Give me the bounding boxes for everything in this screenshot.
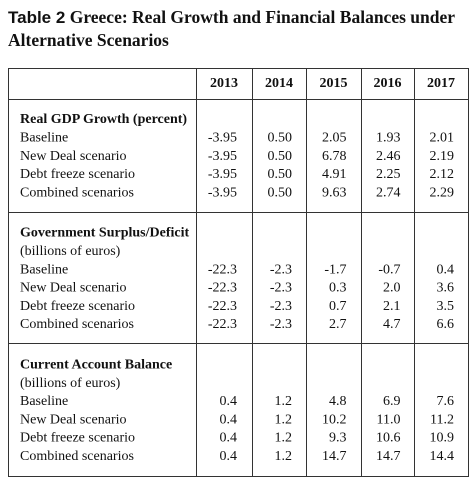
cell: -3.95 — [208, 167, 237, 182]
table-label: Table 2 — [8, 8, 66, 27]
cell: -22.3 — [208, 262, 237, 277]
cell: 0.4 — [220, 412, 238, 427]
row-label: Combined scenarios — [20, 185, 134, 200]
cell: 0.50 — [268, 167, 293, 182]
cell: 2.29 — [430, 185, 455, 200]
cell: 14.7 — [322, 449, 347, 464]
cell: 4.7 — [383, 317, 401, 332]
section-subtitle: (billions of euros) — [20, 376, 121, 391]
row-label: Debt freeze scenario — [20, 167, 135, 182]
cell: 4.91 — [322, 167, 347, 182]
cell: 2.12 — [430, 167, 455, 182]
cell: 1.2 — [275, 412, 293, 427]
cell: 2.05 — [322, 131, 347, 146]
cell: 1.2 — [275, 431, 293, 446]
cell: 11.0 — [377, 412, 401, 427]
cell: 0.4 — [220, 449, 238, 464]
row-label: Debt freeze scenario — [20, 431, 135, 446]
cell: -2.3 — [270, 262, 292, 277]
cell: 2.25 — [376, 167, 401, 182]
cell: -2.3 — [270, 281, 292, 296]
table-title: Greece: Real Growth and Financial Balanc… — [8, 7, 455, 50]
section-subtitle: (billions of euros) — [20, 244, 121, 259]
row-label: Baseline — [20, 394, 68, 409]
cell: 2.19 — [430, 149, 455, 164]
cell: 0.4 — [437, 262, 455, 277]
cell: 0.50 — [268, 185, 293, 200]
section-title: Government Surplus/Deficit — [20, 226, 189, 241]
column-header: 2015 — [320, 76, 348, 91]
cell: 0.50 — [268, 149, 293, 164]
cell: 10.6 — [376, 431, 401, 446]
cell: 2.01 — [430, 131, 455, 146]
cell: -0.7 — [378, 262, 400, 277]
cell: 2.46 — [376, 149, 401, 164]
column-header: 2016 — [374, 76, 402, 91]
cell: 2.7 — [329, 317, 347, 332]
row-label: Baseline — [20, 131, 68, 146]
section-title: Current Account Balance — [20, 358, 172, 373]
cell: 2.74 — [376, 185, 401, 200]
cell: 9.63 — [322, 185, 347, 200]
cell: 3.5 — [437, 299, 455, 314]
row-label: Combined scenarios — [20, 449, 134, 464]
cell: 0.4 — [220, 394, 238, 409]
cell: 1.2 — [275, 394, 293, 409]
cell: -1.7 — [324, 262, 346, 277]
cell: 1.2 — [275, 449, 293, 464]
cell: 6.78 — [322, 149, 347, 164]
cell: 10.2 — [322, 412, 347, 427]
cell: -2.3 — [270, 299, 292, 314]
section-title: Real GDP Growth (percent) — [20, 112, 187, 127]
cell: 6.6 — [437, 317, 455, 332]
row-label: New Deal scenario — [20, 281, 127, 296]
cell: -22.3 — [208, 299, 237, 314]
row-label: Baseline — [20, 262, 68, 277]
cell: 0.3 — [329, 281, 347, 296]
cell: 9.3 — [329, 431, 347, 446]
cell: 11.2 — [430, 412, 454, 427]
cell: 14.4 — [430, 449, 455, 464]
cell: 0.7 — [329, 299, 347, 314]
cell: -2.3 — [270, 317, 292, 332]
cell: 10.9 — [430, 431, 455, 446]
cell: 0.50 — [268, 131, 293, 146]
cell: -3.95 — [208, 149, 237, 164]
table-border — [8, 68, 469, 477]
cell: 2.1 — [383, 299, 401, 314]
cell: 3.6 — [437, 281, 455, 296]
cell: -3.95 — [208, 131, 237, 146]
cell: 14.7 — [376, 449, 401, 464]
column-header: 2013 — [210, 76, 238, 91]
cell: -22.3 — [208, 281, 237, 296]
column-header: 2017 — [427, 76, 455, 91]
cell: 1.93 — [376, 131, 401, 146]
cell: -3.95 — [208, 185, 237, 200]
cell: 0.4 — [220, 431, 238, 446]
row-label: Debt freeze scenario — [20, 299, 135, 314]
row-label: Combined scenarios — [20, 317, 134, 332]
cell: 7.6 — [437, 394, 455, 409]
cell: 2.0 — [383, 281, 401, 296]
cell: -22.3 — [208, 317, 237, 332]
column-header: 2014 — [265, 76, 293, 91]
row-label: New Deal scenario — [20, 412, 127, 427]
cell: 6.9 — [383, 394, 401, 409]
row-label: New Deal scenario — [20, 149, 127, 164]
title: Table 2 Greece: Real Growth and Financia… — [8, 6, 470, 51]
cell: 4.8 — [329, 394, 347, 409]
